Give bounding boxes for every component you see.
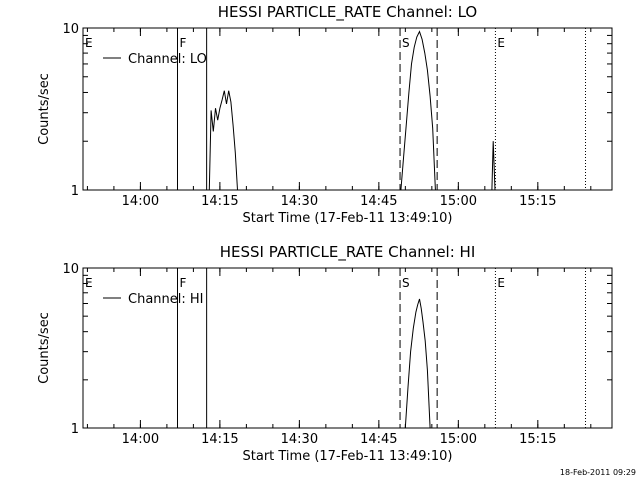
plot-2-y-tick-label: 1 <box>71 422 79 437</box>
plot-1-title: HESSI PARTICLE_RATE Channel: LO <box>218 3 477 22</box>
plot-1-marker-label: F <box>179 36 186 50</box>
plot-2-title: HESSI PARTICLE_RATE Channel: HI <box>220 243 476 262</box>
plot-1-frame <box>82 27 613 191</box>
plot-1-x-tick-label: 14:45 <box>360 194 397 209</box>
plot-2-legend-label: Channel: HI <box>128 292 204 307</box>
plot-2-marker-label: E <box>497 276 505 290</box>
plot-1-x-axis-label: Start Time (17-Feb-11 13:49:10) <box>243 211 453 226</box>
plot-2-x-tick-label: 14:15 <box>201 432 238 447</box>
plot-1-marker-label: S <box>402 36 410 50</box>
plot-1-x-tick-label: 15:15 <box>519 194 556 209</box>
plot-2-x-tick-label: 15:00 <box>440 432 477 447</box>
plot-1-x-tick-label: 14:30 <box>281 194 318 209</box>
plot-2-marker-label: E <box>85 276 93 290</box>
plot-1-data-curve <box>491 141 496 191</box>
plot-2-marker-label: S <box>402 276 410 290</box>
plot-2-x-axis-label: Start Time (17-Feb-11 13:49:10) <box>243 449 453 464</box>
plot-1-y-axis-label: Counts/sec <box>37 73 52 145</box>
plot-1-data-curve <box>208 90 238 191</box>
plot-2-x-tick-label: 14:00 <box>122 432 159 447</box>
plot-1-x-tick-label: 15:00 <box>440 194 477 209</box>
plot-2-x-tick-label: 14:30 <box>281 432 318 447</box>
plot-1-data-curve <box>400 30 436 191</box>
plot-1-x-tick-label: 14:00 <box>122 194 159 209</box>
plot-1-x-tick-label: 14:15 <box>201 194 238 209</box>
plot-2-marker-label: F <box>179 276 186 290</box>
plot-2-x-tick-label: 15:15 <box>519 432 556 447</box>
plot-2-frame <box>82 267 613 429</box>
plot-2-x-tick-label: 14:45 <box>360 432 397 447</box>
plot-2-data-curve <box>404 298 431 429</box>
plot-timestamp: 18-Feb-2011 09:29 <box>560 468 636 477</box>
plot-1-legend-label: Channel: LO <box>128 52 207 67</box>
plot-2-y-tick-label: 10 <box>62 262 79 277</box>
plot-1-y-tick-label: 1 <box>71 184 79 199</box>
plot-1-y-tick-label: 10 <box>62 22 79 37</box>
plot-1-marker-label: E <box>497 36 505 50</box>
plot-2-y-axis-label: Counts/sec <box>37 312 52 384</box>
plot-1-marker-label: E <box>85 36 93 50</box>
